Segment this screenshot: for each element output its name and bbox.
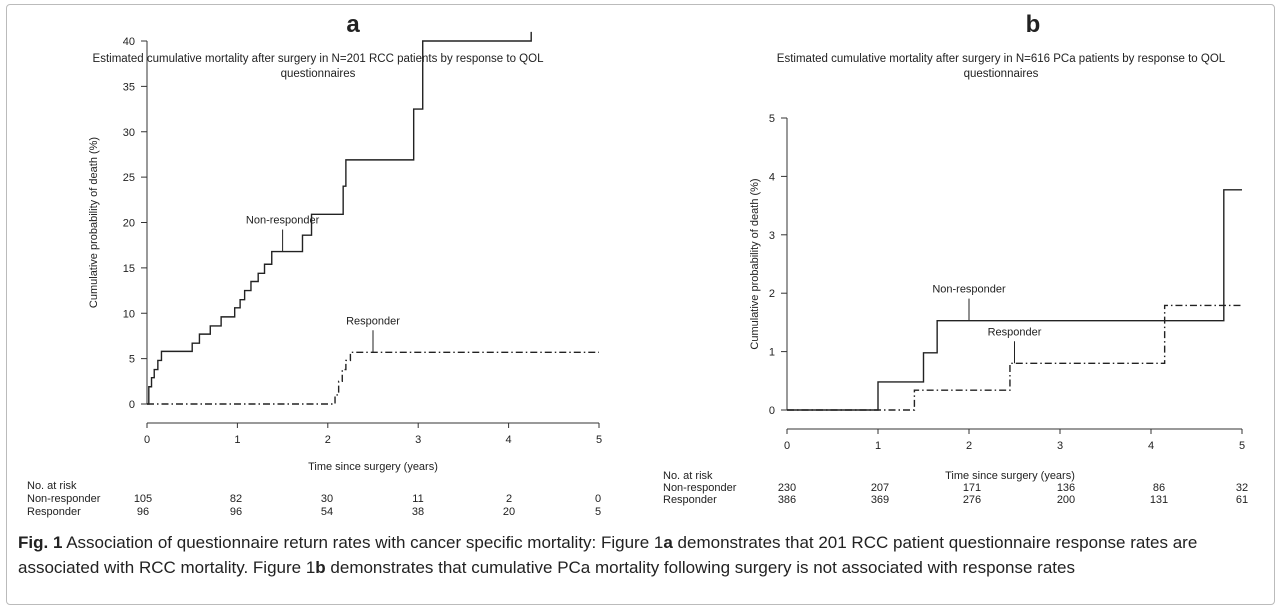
risk-value: 96	[137, 506, 149, 518]
chart-title-line: Estimated cumulative mortality after sur…	[777, 53, 1226, 65]
caption-bold-b: b	[315, 558, 326, 577]
risk-value: 136	[1057, 482, 1075, 494]
risk-value: 276	[963, 494, 981, 506]
caption-text-3: demonstrates that cumulative PCa mortali…	[325, 558, 1075, 577]
panel-letter: b	[1026, 11, 1041, 38]
risk-value: 82	[230, 493, 242, 505]
caption-bold-a: a	[663, 533, 673, 552]
caption-text-2: demonstrates that 201 RCC patient questi…	[18, 533, 1198, 577]
figure-frame	[6, 4, 1275, 605]
risk-row-label: Non-responder	[27, 493, 101, 505]
caption-text-1: Association of questionnaire return rate…	[62, 533, 664, 552]
annotation-label: Non-responder	[932, 284, 1006, 296]
y-tick-label: 25	[123, 172, 135, 184]
risk-value: 0	[595, 493, 601, 505]
panel-letter: a	[346, 11, 360, 38]
y-tick-label: 35	[123, 81, 135, 93]
risk-value: 230	[778, 482, 796, 494]
axes	[146, 41, 599, 424]
risk-value: 386	[778, 494, 796, 506]
chart-panel-a: a Estimated cumulative mortality after su…	[27, 11, 602, 518]
x-tick-label: 0	[784, 440, 790, 452]
x-tick-label: 0	[144, 434, 150, 446]
x-tick-label: 2	[966, 440, 972, 452]
risk-value: 54	[321, 506, 333, 518]
caption-fig-label: Fig. 1	[18, 533, 63, 552]
chart-title-line: Estimated cumulative mortality after sur…	[93, 53, 545, 65]
y-tick-label: 4	[769, 171, 775, 183]
risk-value: 207	[871, 482, 889, 494]
risk-value: 96	[230, 506, 242, 518]
risk-value: 61	[1236, 494, 1248, 506]
risk-value: 105	[134, 493, 152, 505]
risk-table-header: No. at risk	[663, 470, 713, 482]
figure-charts: a Estimated cumulative mortality after su…	[27, 11, 1248, 518]
y-tick-label: 30	[123, 127, 135, 139]
risk-row-label: Non-responder	[663, 482, 737, 494]
x-tick-label: 2	[325, 434, 331, 446]
y-tick-label: 5	[769, 113, 775, 125]
y-tick-label: 5	[129, 354, 135, 366]
y-tick-label: 3	[769, 230, 775, 242]
chart-title-line: questionnaires	[281, 68, 356, 80]
y-tick-label: 0	[129, 399, 135, 411]
risk-value: 369	[871, 494, 889, 506]
risk-value: 11	[412, 493, 423, 505]
risk-value: 20	[503, 506, 515, 518]
risk-value: 30	[321, 493, 333, 505]
figure-caption: Fig. 1 Association of questionnaire retu…	[18, 530, 1263, 580]
y-axis-label: Cumulative probability of death (%)	[749, 178, 761, 349]
x-axis-label: Time since surgery (years)	[308, 461, 438, 473]
risk-value: 200	[1057, 494, 1075, 506]
risk-value: 86	[1153, 482, 1165, 494]
risk-value: 5	[595, 506, 601, 518]
x-tick-label: 3	[1057, 440, 1063, 452]
x-tick-label: 5	[1239, 440, 1245, 452]
x-axis-label: Time since surgery (years)	[945, 470, 1075, 482]
y-tick-label: 40	[123, 36, 135, 48]
x-tick-label: 3	[415, 434, 421, 446]
chart-title-line: questionnaires	[964, 68, 1039, 80]
series-line-responder	[787, 304, 1242, 411]
x-tick-label: 1	[875, 440, 881, 452]
series-line-responder	[147, 351, 599, 405]
series-line-non-responder	[147, 31, 532, 405]
risk-value: 131	[1150, 494, 1168, 506]
annotation-label: Responder	[346, 315, 400, 327]
risk-value: 32	[1236, 482, 1248, 494]
x-tick-label: 4	[506, 434, 512, 446]
risk-value: 38	[412, 506, 424, 518]
chart-panel-b: b Estimated cumulative mortality after su…	[663, 11, 1248, 506]
series-line-non-responder	[787, 189, 1242, 411]
y-axis-label: Cumulative probability of death (%)	[88, 137, 100, 308]
risk-value: 2	[506, 493, 512, 505]
risk-table-header: No. at risk	[27, 480, 77, 492]
x-tick-label: 4	[1148, 440, 1154, 452]
y-tick-label: 15	[123, 263, 135, 275]
risk-value: 171	[963, 482, 981, 494]
y-tick-label: 20	[123, 218, 135, 230]
y-tick-label: 10	[123, 308, 135, 320]
y-tick-label: 1	[769, 347, 775, 359]
axes	[786, 118, 1242, 430]
y-tick-label: 0	[769, 405, 775, 417]
risk-row-label: Responder	[27, 506, 81, 518]
x-tick-label: 5	[596, 434, 602, 446]
y-tick-label: 2	[769, 288, 775, 300]
annotation-label: Responder	[988, 326, 1042, 338]
risk-row-label: Responder	[663, 494, 717, 506]
annotation-label: Non-responder	[246, 215, 320, 227]
x-tick-label: 1	[234, 434, 240, 446]
